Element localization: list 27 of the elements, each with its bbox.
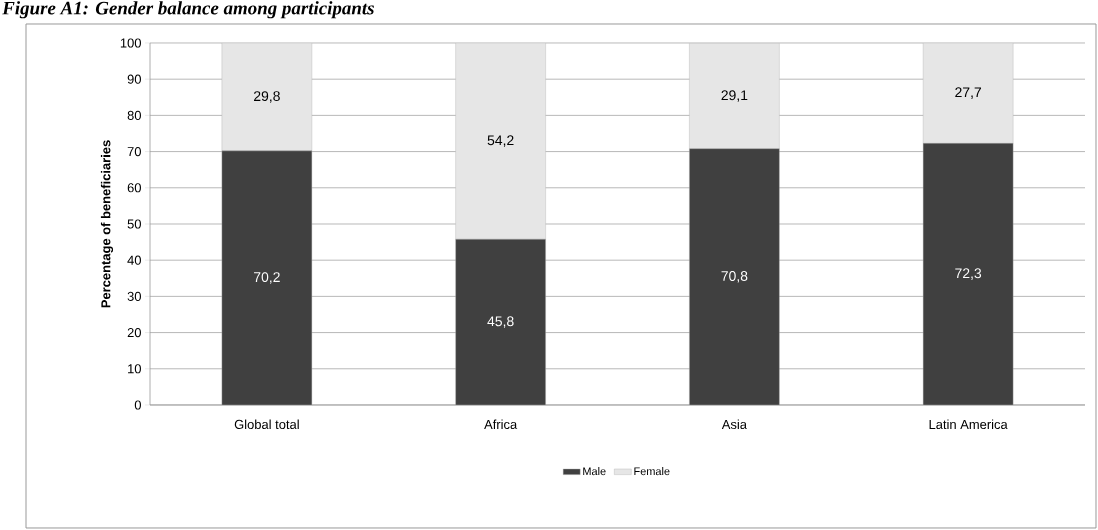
y-tick-label: 60 xyxy=(127,183,141,193)
data-label: 72,3 xyxy=(955,268,982,280)
x-tick-label: Africa xyxy=(484,419,518,430)
data-label: 29,1 xyxy=(721,90,748,102)
data-label: 45,8 xyxy=(487,316,514,328)
y-tick-label: 10 xyxy=(128,364,141,374)
y-tick-label: 80 xyxy=(127,110,141,120)
y-tick-label: 50 xyxy=(127,219,141,229)
y-axis-title: Percentage of beneficiaries xyxy=(100,140,114,308)
data-label: 27,7 xyxy=(955,87,982,99)
data-label: 54,2 xyxy=(487,135,514,147)
data-label: 70,2 xyxy=(254,272,280,284)
x-tick-label: Global total xyxy=(234,419,299,430)
legend-label: Female xyxy=(634,467,670,476)
chart-title: Figure A1: Gender balance among participants xyxy=(2,1,374,19)
x-tick-label: Asia xyxy=(721,419,747,430)
y-tick-label: 40 xyxy=(127,255,141,265)
y-tick-label: 70 xyxy=(127,147,141,157)
data-label: 29,8 xyxy=(254,91,280,103)
y-tick-label: 30 xyxy=(127,291,141,301)
y-tick-label: 90 xyxy=(127,74,141,84)
y-tick-label: 100 xyxy=(120,38,141,48)
data-label: 70,8 xyxy=(721,271,748,283)
y-tick-label: 20 xyxy=(127,328,141,338)
legend-label: Male xyxy=(583,467,606,476)
y-tick-label: 0 xyxy=(134,400,141,410)
x-tick-label: Latin America xyxy=(929,419,1008,430)
